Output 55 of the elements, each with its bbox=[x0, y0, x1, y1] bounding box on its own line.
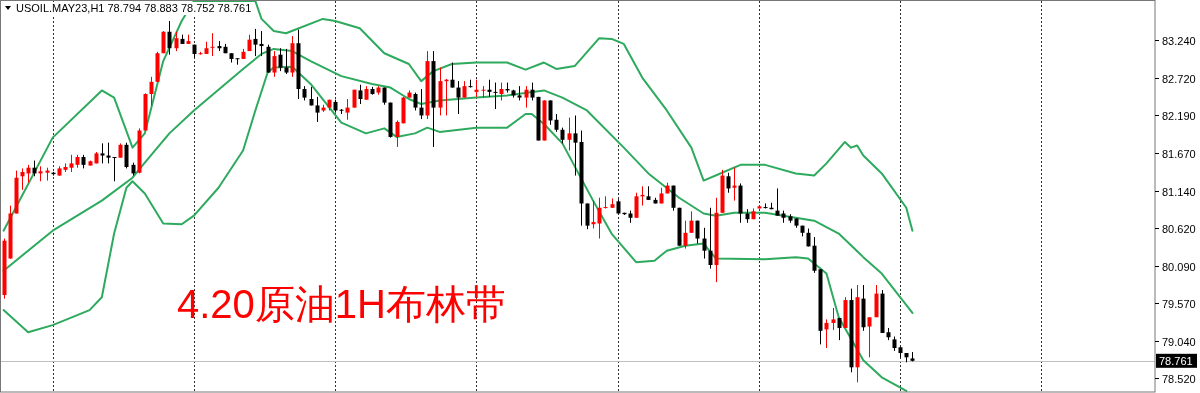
candlestick bbox=[450, 62, 455, 89]
candlestick bbox=[149, 76, 154, 106]
candlestick bbox=[345, 98, 350, 121]
y-tick-label: 78.520 bbox=[1162, 372, 1196, 385]
line-series bbox=[2, 1, 914, 232]
candlestick bbox=[174, 31, 179, 52]
candlestick bbox=[524, 85, 529, 109]
chart-title: USOIL.MAY23,H1 78.794 78.883 78.752 78.761 bbox=[16, 2, 252, 14]
candlestick bbox=[573, 114, 578, 177]
candlestick bbox=[284, 48, 289, 75]
candlestick bbox=[867, 316, 872, 358]
candlestick bbox=[548, 99, 553, 126]
y-tick-label: 80.090 bbox=[1162, 260, 1196, 273]
candlestick bbox=[597, 197, 602, 240]
annotation: 4.20原油1H布林带 bbox=[177, 282, 506, 326]
candlestick bbox=[358, 84, 363, 105]
candlestick bbox=[726, 172, 731, 194]
candlestick bbox=[493, 82, 498, 110]
candlestick bbox=[689, 210, 694, 234]
ref-line-label: 78.761 bbox=[1159, 354, 1193, 367]
candlestick bbox=[253, 28, 258, 57]
candlestick bbox=[20, 167, 25, 191]
candlestick bbox=[100, 142, 105, 164]
candlestick bbox=[874, 284, 879, 318]
candlestick bbox=[567, 117, 572, 152]
candlestick bbox=[278, 47, 283, 72]
candlestick bbox=[456, 80, 461, 115]
candlestick bbox=[603, 195, 608, 209]
candlestick bbox=[775, 187, 780, 217]
candlestick bbox=[395, 119, 400, 148]
candlestick bbox=[824, 318, 829, 349]
candlestick bbox=[708, 207, 713, 270]
candlestick bbox=[831, 307, 836, 331]
candlestick bbox=[167, 20, 172, 56]
candlestick bbox=[235, 57, 240, 66]
y-tick-label: 82.190 bbox=[1162, 109, 1196, 122]
candlestick bbox=[112, 156, 117, 182]
candlestick bbox=[419, 88, 424, 120]
candlestick bbox=[481, 85, 486, 99]
candlestick bbox=[671, 185, 676, 212]
candlestick bbox=[634, 192, 639, 219]
y-tick-label: 83.240 bbox=[1162, 34, 1196, 47]
candlestick bbox=[702, 227, 707, 260]
y-tick-label: 79.570 bbox=[1162, 297, 1196, 310]
y-tick-label: 81.140 bbox=[1162, 185, 1196, 198]
y-tick-label: 80.620 bbox=[1162, 222, 1196, 235]
y-tick-label: 82.720 bbox=[1162, 72, 1196, 85]
candlestick bbox=[210, 32, 215, 57]
candlestick bbox=[315, 96, 320, 123]
candlestick bbox=[124, 142, 129, 169]
candlestick bbox=[585, 202, 590, 230]
y-tick-label: 79.040 bbox=[1162, 335, 1196, 348]
candlestick bbox=[272, 50, 277, 78]
y-tick-label: 81.670 bbox=[1162, 147, 1196, 160]
candlestick bbox=[683, 220, 688, 250]
